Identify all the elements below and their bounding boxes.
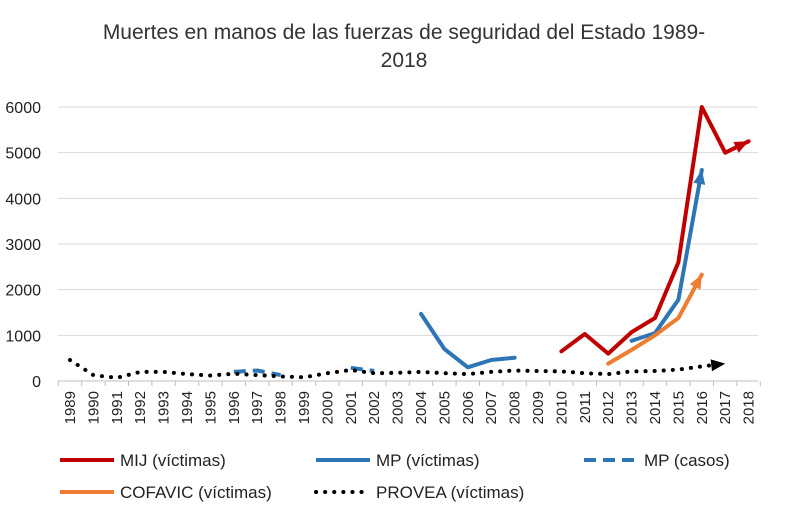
- x-tick-label-2018: 2018: [741, 391, 758, 424]
- legend: MIJ (víctimas) MP (víctimas) MP (casos) COF…: [60, 451, 730, 502]
- legend-item-mp-casos-casos: MP (casos): [584, 451, 730, 470]
- axes: 0 1000 2000 3000 4000 5000 6000 1989 1990 1991 199…: [5, 100, 761, 424]
- x-tick-label-2015: 2015: [670, 391, 687, 424]
- series-provea-victimas-6-line: [68, 358, 728, 380]
- y-tick-label-2000: 2000: [5, 283, 41, 300]
- x-tick-label-2017: 2017: [717, 391, 734, 424]
- series-mij-victimas-0-arrowhead: [733, 141, 749, 153]
- legend-item-mij-victimas: MIJ (víctimas): [60, 451, 226, 470]
- legend-item-mp-victimas: MP (víctimas): [316, 451, 480, 470]
- y-tick-label-0: 0: [32, 374, 41, 391]
- x-tick-label-2000: 2000: [319, 391, 336, 424]
- y-tick-label-3000: 3000: [5, 237, 41, 254]
- x-tick-label-2003: 2003: [390, 391, 407, 424]
- x-tick-label-1998: 1998: [273, 391, 290, 424]
- x-tick-label-2007: 2007: [483, 391, 500, 424]
- x-tick-label-2001: 2001: [343, 391, 360, 424]
- legend-item-provea-victimas-label: PROVEA (víctimas): [376, 483, 524, 502]
- x-tick-label-2005: 2005: [436, 391, 453, 424]
- x-tick-label-1995: 1995: [202, 391, 219, 424]
- series-provea-victimas-6-arrowhead: [710, 359, 726, 372]
- x-tick-label-2014: 2014: [647, 391, 664, 424]
- series-layer: [68, 105, 751, 380]
- legend-item-mp-casos-casos-label: MP (casos): [644, 451, 730, 470]
- x-tick-label-1992: 1992: [132, 391, 149, 424]
- x-tick-label-2002: 2002: [366, 391, 383, 424]
- series-mp-victimas-2-arrowhead: [693, 170, 706, 185]
- x-tick-label-1989: 1989: [62, 391, 79, 424]
- x-tick-label-2011: 2011: [577, 391, 594, 423]
- x-tick-label-2016: 2016: [694, 391, 711, 424]
- x-tick-label-1999: 1999: [296, 391, 313, 424]
- series-mp-victimas-1: [419, 311, 517, 370]
- gridlines: [58, 106, 758, 336]
- legend-item-cofavic-victimas: COFAVIC (víctimas): [60, 483, 272, 502]
- x-tick-label-1991: 1991: [109, 391, 126, 424]
- series-cofavic-victimas-5: [606, 272, 704, 366]
- chart-title-line2: 2018: [381, 49, 428, 72]
- y-tick-label-6000: 6000: [5, 100, 41, 117]
- x-tick-label-2009: 2009: [530, 391, 547, 424]
- x-tick-label-1994: 1994: [179, 391, 196, 424]
- x-tick-label-2013: 2013: [624, 391, 641, 424]
- series-mp-victimas-2: [629, 168, 706, 343]
- x-tick-label-1997: 1997: [249, 391, 266, 424]
- series-mp-casos-3: [233, 368, 281, 378]
- x-tick-label-2004: 2004: [413, 391, 430, 424]
- series-mij-victimas-0: [559, 105, 751, 356]
- series-mp-victimas-2-line: [629, 168, 704, 343]
- series-mij-victimas-0-line: [559, 105, 751, 356]
- x-tick-label-2010: 2010: [553, 391, 570, 424]
- x-tick-label-2012: 2012: [600, 391, 617, 424]
- series-mp-casos-3-line: [233, 368, 281, 378]
- legend-item-cofavic-victimas-label: COFAVIC (víctimas): [120, 483, 272, 502]
- series-mp-casos-4-line: [350, 365, 375, 373]
- series-mp-casos-4: [350, 365, 375, 373]
- legend-item-mp-victimas-label: MP (víctimas): [376, 451, 480, 470]
- y-tick-label-4000: 4000: [5, 191, 41, 208]
- y-tick-label-5000: 5000: [5, 146, 41, 163]
- legend-item-provea-victimas: PROVEA (víctimas): [314, 483, 524, 502]
- x-tick-label-1993: 1993: [156, 391, 173, 424]
- x-tick-label-2008: 2008: [507, 391, 524, 424]
- chart-title-line1: Muertes en manos de las fuerzas de segur…: [103, 21, 705, 44]
- y-tick-label-1000: 1000: [5, 328, 41, 345]
- x-tick-label-1996: 1996: [226, 391, 243, 424]
- series-mp-victimas-1-line: [419, 311, 517, 370]
- x-tick-label-1990: 1990: [85, 391, 102, 424]
- series-cofavic-victimas-5-arrowhead: [689, 274, 702, 290]
- series-cofavic-victimas-5-line: [606, 272, 704, 366]
- x-tick-label-2006: 2006: [460, 391, 477, 424]
- legend-item-mij-victimas-label: MIJ (víctimas): [120, 451, 226, 470]
- series-provea-victimas-6: [68, 358, 728, 380]
